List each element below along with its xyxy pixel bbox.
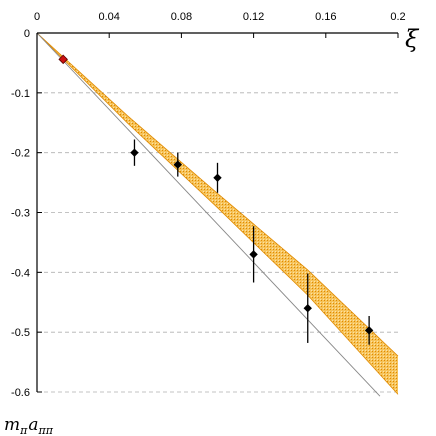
x-tick-label: 0.08 xyxy=(171,11,192,23)
y-tick-label: -0.3 xyxy=(11,208,30,220)
data-point-diamond xyxy=(364,326,374,335)
grid-lines xyxy=(37,92,398,393)
reference-line xyxy=(36,32,381,397)
band-upper-edge xyxy=(36,32,399,357)
y-tick-label: -0.4 xyxy=(11,267,30,279)
x-axis-ticks: 0 0.04 0.08 0.12 0.16 0.2 xyxy=(34,11,406,38)
x-tick-label: 0.04 xyxy=(98,11,119,23)
y-tick-label: -0.5 xyxy=(11,327,30,339)
x-tick-label: 0 xyxy=(34,11,40,23)
y-axis-ticks: 0 -0.1 -0.2 -0.3 -0.4 -0.5 -0.6 xyxy=(11,28,42,399)
reference-line-segment xyxy=(36,32,381,397)
data-point-diamond xyxy=(130,148,139,157)
y-axis-label-a-subscript: ππ xyxy=(38,424,54,436)
y-axis-label: mπaππ xyxy=(4,415,54,436)
y-tick-label: -0.6 xyxy=(11,387,30,399)
data-points xyxy=(58,54,374,345)
data-point-diamond xyxy=(303,304,312,313)
data-point-diamond xyxy=(249,250,258,259)
y-tick-label: 0 xyxy=(24,28,30,40)
data-point-diamond xyxy=(173,160,182,169)
y-tick-label: -0.2 xyxy=(11,148,30,160)
x-tick-label: 0.12 xyxy=(243,11,264,23)
data-point-diamond xyxy=(213,173,222,182)
x-tick-label: 0.2 xyxy=(390,11,405,23)
error-band xyxy=(36,32,399,395)
y-axis-label-m-subscript: π xyxy=(19,424,28,436)
y-tick-label: -0.1 xyxy=(11,88,30,100)
x-axis-label: ξ xyxy=(405,25,420,53)
physical-point-diamond xyxy=(58,54,68,65)
y-axis-label-a: a xyxy=(28,415,38,435)
y-axis-label-m: m xyxy=(4,415,20,435)
x-tick-label: 0.16 xyxy=(315,11,336,23)
band-lower-edge xyxy=(36,32,399,395)
